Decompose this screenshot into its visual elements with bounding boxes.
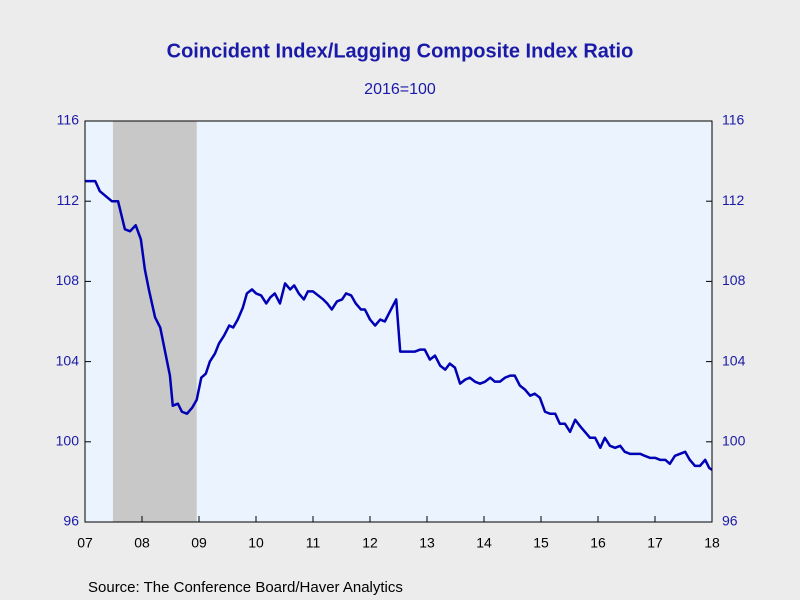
y2-tick-label: 96 (722, 513, 738, 529)
x-tick-label: 18 (704, 535, 720, 551)
source-note: Source: The Conference Board/Haver Analy… (88, 579, 403, 596)
x-tick-label: 12 (362, 535, 378, 551)
y-tick-label: 100 (56, 433, 80, 449)
x-tick-label: 16 (590, 535, 606, 551)
y2-tick-label: 116 (722, 112, 745, 128)
y2-tick-label: 104 (722, 352, 746, 368)
y-tick-label: 108 (56, 272, 80, 288)
x-tick-label: 13 (419, 535, 435, 551)
data-line (85, 179, 713, 471)
chart-title: Coincident Index/Lagging Composite Index… (167, 40, 634, 62)
x-tick-label: 15 (533, 535, 549, 551)
x-tick-label: 07 (77, 535, 93, 551)
x-tick-label: 10 (248, 535, 264, 551)
chart-subtitle: 2016=100 (364, 81, 436, 98)
x-tick-label: 14 (476, 535, 492, 551)
y-tick-label: 116 (57, 112, 80, 128)
y-tick-label: 96 (63, 513, 79, 529)
x-tick-label: 11 (306, 535, 321, 551)
y2-tick-label: 112 (722, 192, 745, 208)
x-tick-label: 09 (191, 535, 207, 551)
y2-tick-label: 100 (722, 433, 746, 449)
y-tick-label: 104 (56, 352, 80, 368)
plot-frame (84, 120, 713, 523)
y-tick-label: 112 (57, 192, 80, 208)
x-tick-label: 17 (647, 535, 663, 551)
recession-shade (112, 121, 197, 522)
y2-tick-label: 108 (722, 272, 746, 288)
x-tick-label: 08 (134, 535, 150, 551)
